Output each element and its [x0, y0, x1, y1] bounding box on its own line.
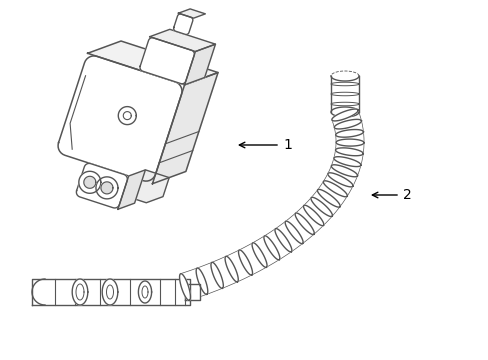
Text: 2: 2: [402, 188, 411, 202]
Polygon shape: [323, 181, 346, 197]
Polygon shape: [152, 73, 218, 184]
Polygon shape: [32, 279, 45, 305]
Polygon shape: [335, 139, 363, 146]
Polygon shape: [333, 157, 360, 167]
Polygon shape: [58, 56, 182, 181]
Polygon shape: [179, 274, 190, 300]
Polygon shape: [317, 189, 340, 207]
Polygon shape: [327, 173, 352, 187]
Polygon shape: [184, 284, 200, 300]
Polygon shape: [96, 177, 118, 199]
Polygon shape: [310, 197, 332, 217]
Polygon shape: [102, 279, 118, 305]
Polygon shape: [118, 170, 145, 209]
Polygon shape: [274, 229, 291, 252]
Polygon shape: [331, 109, 357, 121]
Polygon shape: [101, 182, 113, 194]
Polygon shape: [149, 29, 215, 51]
Polygon shape: [285, 221, 303, 244]
Polygon shape: [238, 250, 252, 275]
Polygon shape: [138, 281, 151, 303]
Polygon shape: [184, 44, 215, 85]
Text: 1: 1: [283, 138, 291, 152]
Polygon shape: [224, 256, 238, 282]
Polygon shape: [331, 165, 357, 177]
Polygon shape: [335, 130, 363, 137]
Polygon shape: [87, 41, 218, 85]
Polygon shape: [295, 213, 314, 234]
Polygon shape: [196, 268, 207, 294]
Polygon shape: [122, 170, 169, 203]
Polygon shape: [83, 176, 96, 188]
Polygon shape: [72, 279, 88, 305]
Polygon shape: [264, 236, 279, 260]
Polygon shape: [210, 262, 223, 288]
Polygon shape: [251, 243, 266, 267]
Polygon shape: [335, 148, 363, 156]
Polygon shape: [140, 38, 194, 84]
Polygon shape: [118, 107, 136, 125]
Polygon shape: [330, 107, 358, 117]
Polygon shape: [173, 14, 192, 35]
Polygon shape: [79, 171, 101, 193]
Polygon shape: [76, 163, 127, 208]
Polygon shape: [334, 120, 361, 129]
Polygon shape: [178, 9, 205, 18]
Polygon shape: [303, 205, 323, 226]
Polygon shape: [123, 112, 131, 120]
Polygon shape: [32, 279, 190, 305]
